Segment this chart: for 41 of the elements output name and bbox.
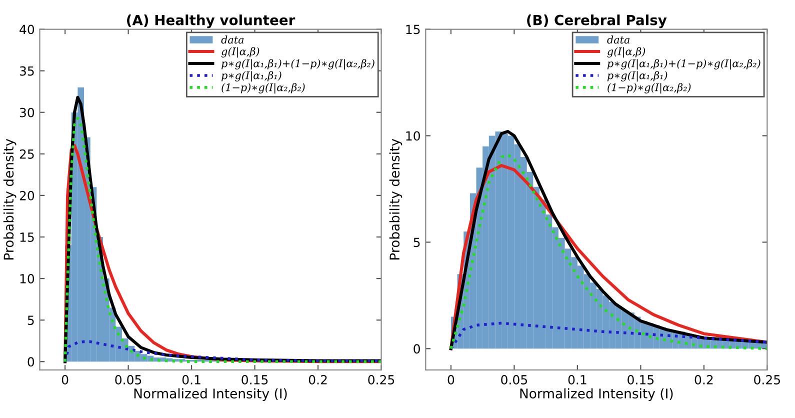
y-axis-title: Probability density bbox=[389, 138, 402, 260]
y-tick-label: 25 bbox=[20, 149, 34, 159]
y-axis-title: Probability density bbox=[3, 138, 16, 260]
x-tick-label: 0.25 bbox=[368, 375, 394, 384]
x-tick-label: 0.2 bbox=[694, 375, 713, 384]
y-tick-label: 0 bbox=[414, 344, 420, 354]
y-tick-label: 10 bbox=[20, 274, 34, 284]
y-tick-label: 15 bbox=[406, 24, 420, 34]
x-tick-label: 0.05 bbox=[501, 375, 528, 384]
y-tick-label: 35 bbox=[20, 66, 34, 76]
x-axis-title: Normalized Intensity (I) bbox=[520, 388, 673, 402]
x-tick-label: 0.2 bbox=[308, 375, 327, 384]
x-tick-label: 0.25 bbox=[754, 375, 780, 384]
x-tick-label: 0.15 bbox=[628, 375, 654, 384]
legend-label: (1−p)∗g(I|α₂,β₂) bbox=[222, 83, 305, 94]
chart-title: (A) Healthy volunteer bbox=[127, 14, 296, 28]
legend-label: g(I|α,β) bbox=[607, 47, 646, 58]
x-tick-label: 0.05 bbox=[115, 375, 142, 384]
legend-label: data bbox=[607, 36, 630, 44]
x-tick-label: 0.1 bbox=[182, 375, 200, 384]
x-axis-title: Normalized Intensity (I) bbox=[134, 388, 287, 402]
legend-label: p∗g(I|α₁,β₁) bbox=[607, 71, 668, 82]
chart-title: (B) Cerebral Palsy bbox=[527, 14, 667, 28]
x-tick-label: 0 bbox=[62, 375, 68, 384]
y-tick-label: 5 bbox=[414, 238, 420, 248]
y-tick-label: 30 bbox=[20, 108, 34, 118]
y-tick-label: 40 bbox=[20, 24, 34, 34]
y-tick-label: 10 bbox=[406, 131, 420, 141]
y-tick-label: 5 bbox=[28, 316, 34, 326]
x-tick-label: 0.1 bbox=[568, 375, 586, 384]
y-tick-label: 15 bbox=[20, 232, 34, 242]
legend-label: p∗g(I|α₁,β₁)+(1−p)∗g(I|α₂,β₂) bbox=[221, 59, 374, 70]
legend-label: p∗g(I|α₁,β₁)+(1−p)∗g(I|α₂,β₂) bbox=[607, 59, 760, 70]
legend-label: p∗g(I|α₁,β₁) bbox=[221, 71, 282, 82]
legend-label: data bbox=[221, 36, 244, 44]
y-tick-label: 0 bbox=[28, 357, 34, 367]
x-tick-label: 0 bbox=[448, 375, 454, 384]
legend-label: (1−p)∗g(I|α₂,β₂) bbox=[608, 83, 691, 94]
y-tick-label: 20 bbox=[20, 190, 34, 200]
x-tick-label: 0.15 bbox=[242, 375, 268, 384]
legend-label: g(I|α,β) bbox=[221, 47, 260, 58]
